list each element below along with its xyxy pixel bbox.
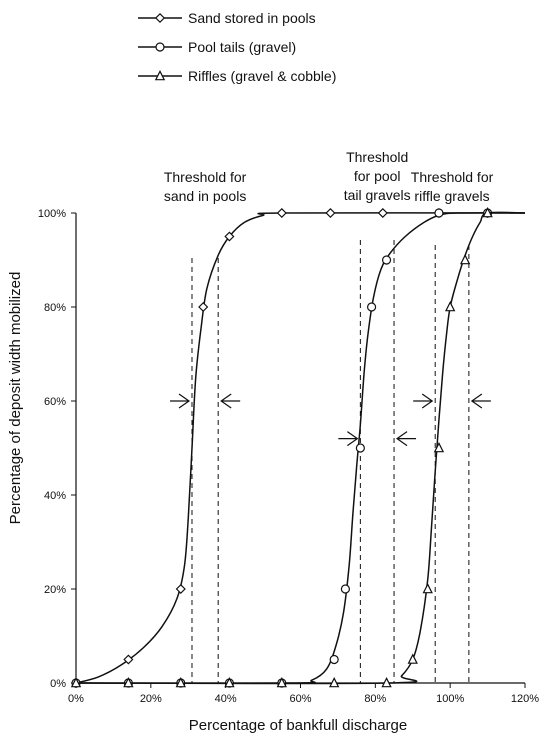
threshold-annotations: Threshold for sand in pools Threshold for p…	[164, 149, 494, 683]
y-tick-label: 40%	[44, 490, 66, 502]
y-tick-label: 60%	[44, 396, 66, 408]
legend-marker	[154, 12, 166, 24]
data-point	[355, 443, 365, 453]
data-point	[123, 676, 134, 688]
series-triangle	[70, 206, 526, 688]
x-tick-label: 20%	[140, 693, 162, 705]
data-point	[276, 207, 287, 219]
data-point	[325, 207, 336, 219]
threshold-arrow-left	[220, 393, 241, 409]
legend-marker	[154, 69, 166, 81]
threshold-arrow-right	[338, 431, 359, 447]
data-point	[434, 208, 444, 218]
data-point	[329, 676, 340, 688]
data-point	[276, 676, 287, 688]
legend: Sand stored in pools Pool tails (gravel) R…	[138, 10, 336, 84]
legend-label: Pool tails (gravel)	[188, 39, 296, 55]
x-tick-label: 100%	[436, 693, 464, 705]
series-line	[75, 212, 526, 684]
threshold-label: Threshold for pool tail gravels	[344, 149, 411, 203]
y-tick-label: 20%	[44, 584, 66, 596]
threshold-arrow-right	[169, 393, 191, 409]
data-point	[224, 676, 235, 688]
data-point	[444, 300, 456, 312]
data-point	[482, 206, 493, 218]
x-tick-label: 60%	[289, 693, 311, 705]
data-point	[329, 654, 339, 665]
data-point	[422, 582, 433, 594]
data-point	[224, 231, 235, 242]
data-point	[433, 441, 445, 453]
x-tick-label: 0%	[68, 693, 84, 705]
data-point	[381, 255, 392, 265]
x-tick-label: 40%	[215, 693, 237, 705]
x-axis-label: Percentage of bankfull discharge	[189, 717, 407, 734]
data-point	[198, 301, 209, 313]
threshold-arrow-right	[413, 393, 434, 409]
threshold-arrow-left	[395, 431, 417, 447]
y-tick-label: 100%	[38, 208, 66, 220]
data-point	[175, 676, 186, 688]
y-tick-label: 0%	[50, 678, 66, 690]
threshold-label: Threshold for sand in pools	[164, 169, 247, 204]
series-line	[75, 212, 526, 684]
data-point	[70, 676, 82, 688]
data-point	[381, 676, 392, 688]
series-line	[75, 211, 526, 685]
data-point	[175, 583, 186, 595]
data-point	[366, 302, 377, 312]
x-tick-label: 80%	[364, 693, 386, 705]
legend-label: Riffles (gravel & cobble)	[188, 68, 336, 84]
threshold-label: Threshold for riffle gravels	[411, 169, 494, 204]
x-tick-label: 120%	[511, 693, 539, 705]
legend-label: Sand stored in pools	[188, 10, 316, 26]
y-tick-label: 80%	[44, 302, 66, 314]
legend-marker	[155, 42, 165, 52]
data-point	[377, 207, 388, 219]
threshold-arrow-left	[470, 393, 491, 409]
data-point	[407, 653, 418, 664]
y-axis-label: Percentage of deposit width mobilized	[7, 272, 24, 525]
data-point	[123, 654, 134, 665]
data-point	[459, 253, 471, 265]
data-point	[340, 584, 350, 594]
plot-area: 0% 20% 40% 60% 80% 100% 120% 0% 20% 40% 60% 80% 100%	[38, 206, 539, 705]
